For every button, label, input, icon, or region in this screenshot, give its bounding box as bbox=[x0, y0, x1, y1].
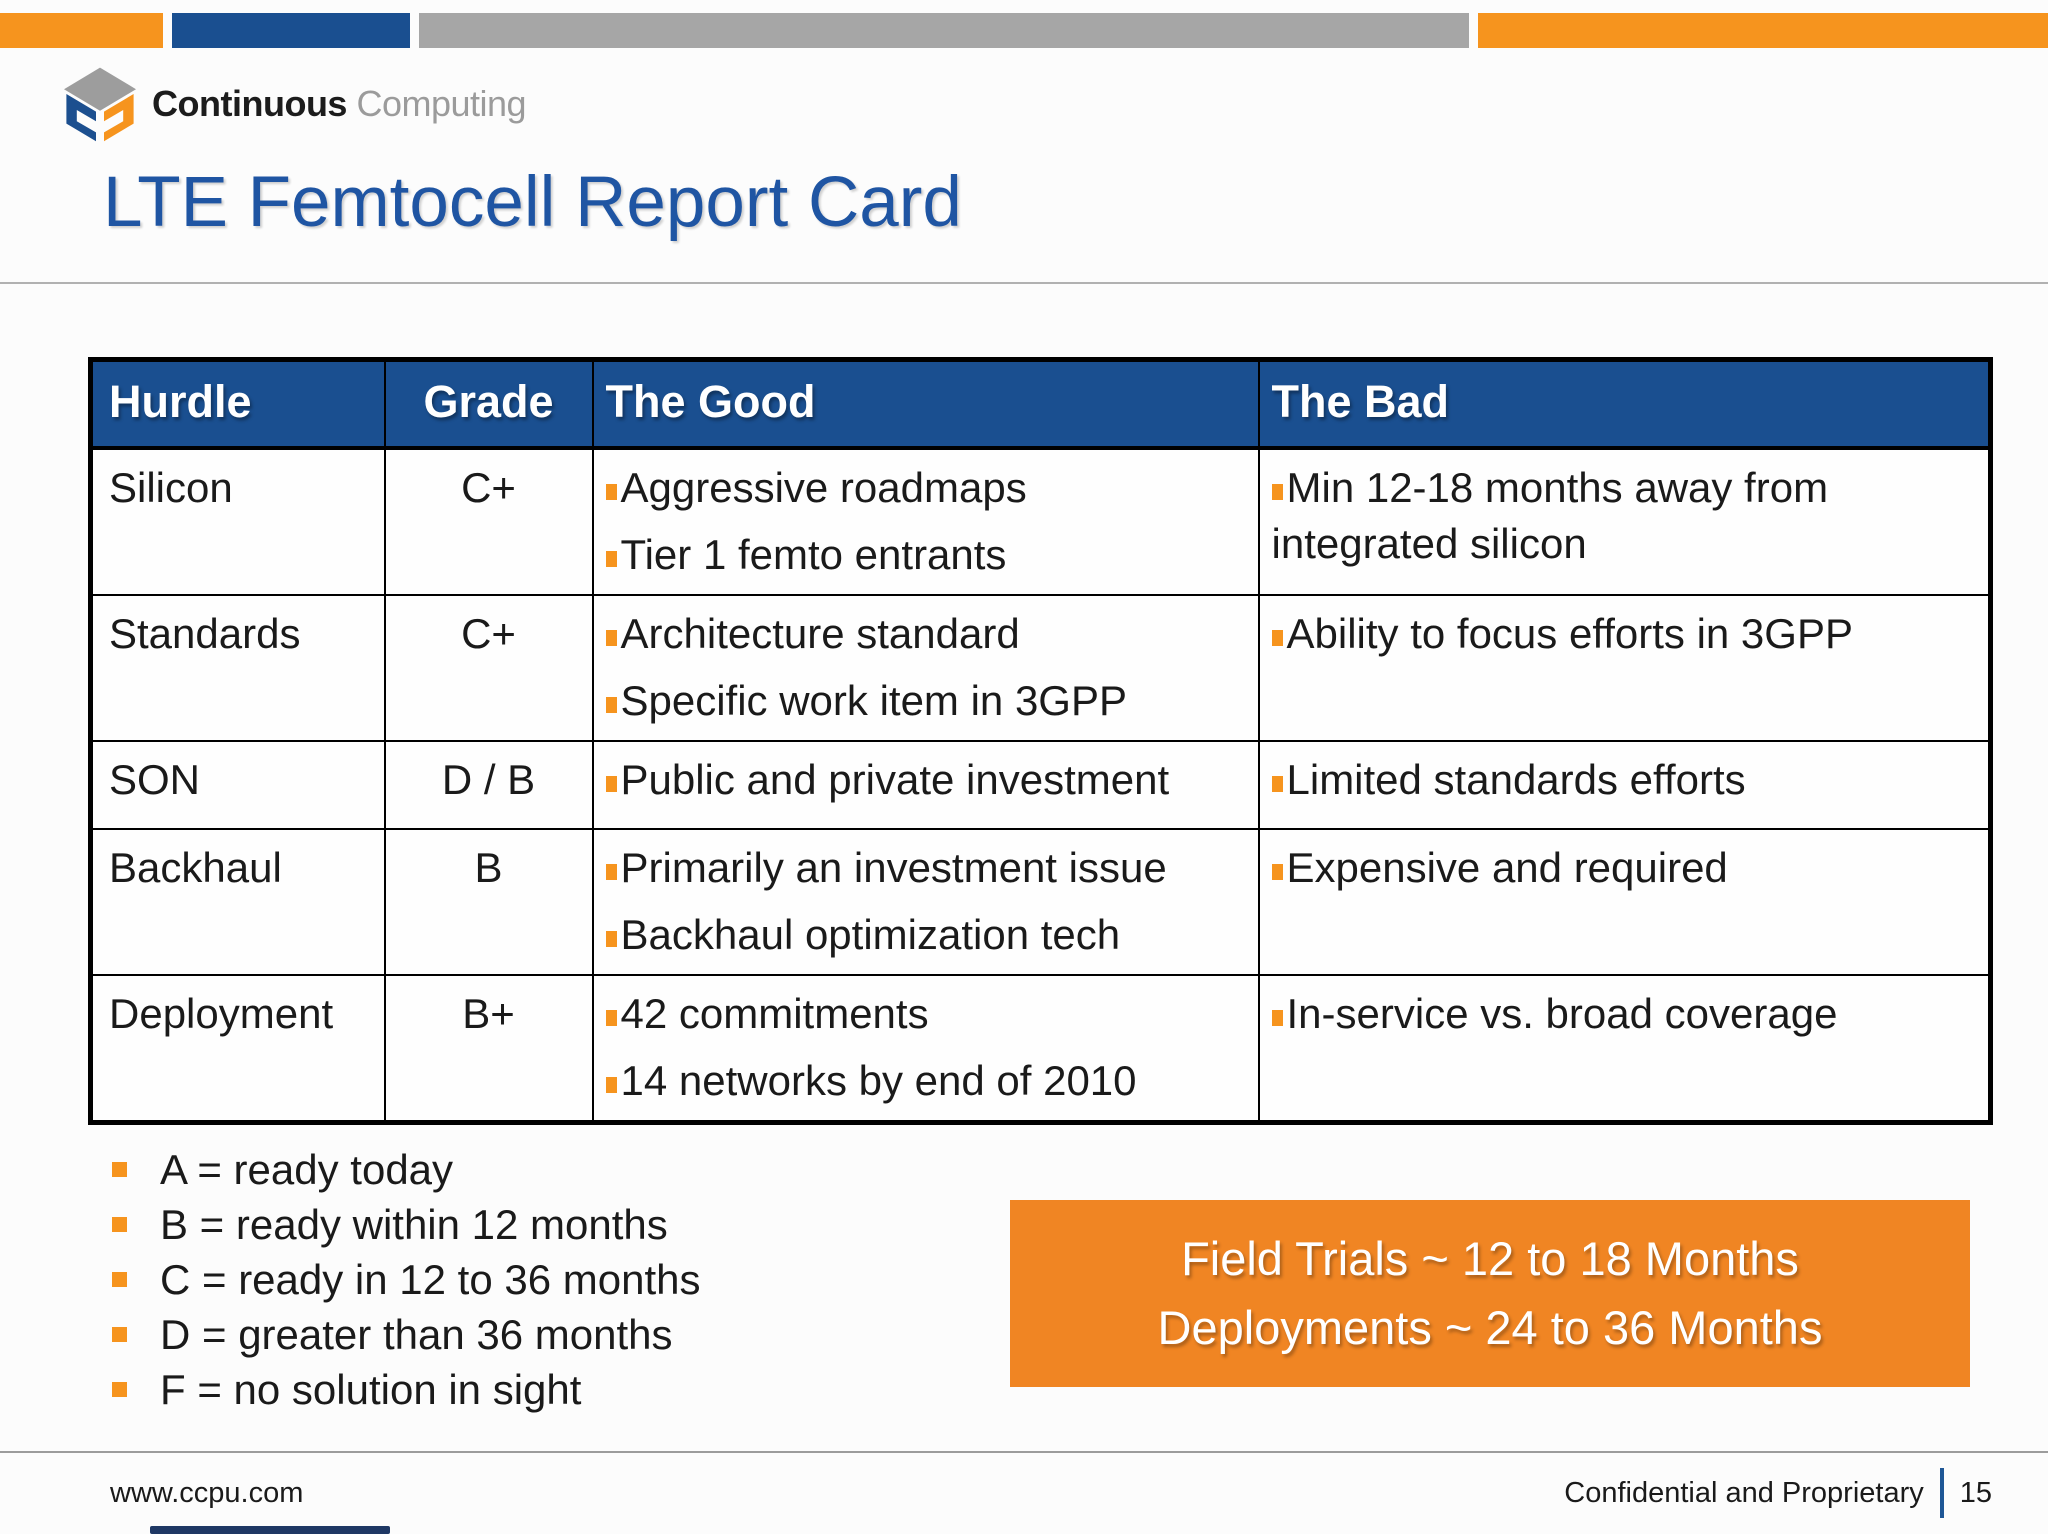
bullet-icon bbox=[1271, 630, 1283, 646]
bullet-icon bbox=[605, 776, 617, 792]
hurdle-label: Silicon bbox=[109, 464, 233, 511]
grade-value: C+ bbox=[461, 464, 516, 511]
bullet-icon bbox=[112, 1272, 127, 1287]
grade-value: C+ bbox=[461, 610, 516, 657]
table-row-silicon: Silicon C+ Aggressive roadmaps Tier 1 fe… bbox=[89, 447, 1992, 596]
bad-item: Min 12-18 months away from integrated si… bbox=[1271, 464, 1829, 567]
company-logo: Continuous Computing bbox=[60, 66, 527, 142]
bad-item: Limited standards efforts bbox=[1271, 752, 1949, 808]
table-row-standards: Standards C+ Architecture standard Speci… bbox=[89, 594, 1992, 742]
title-divider bbox=[0, 282, 2048, 284]
top-bar-orange-right bbox=[1478, 13, 2048, 48]
bullet-icon bbox=[1271, 484, 1283, 500]
page-title: LTE Femtocell Report Card bbox=[103, 163, 962, 242]
bullet-icon bbox=[605, 697, 617, 713]
good-item: 42 commitments bbox=[605, 986, 1258, 1042]
grade-legend: A = ready today B = ready within 12 mont… bbox=[112, 1142, 700, 1417]
column-header-the-bad: The Bad bbox=[1257, 358, 1992, 450]
footer-website: www.ccpu.com bbox=[110, 1476, 304, 1509]
callout-line-deployments: Deployments ~ 24 to 36 Months bbox=[1157, 1300, 1823, 1354]
good-item: Public and private investment bbox=[605, 752, 1258, 808]
footer-divider-line bbox=[0, 1451, 2048, 1453]
legend-item: F = no solution in sight bbox=[112, 1362, 700, 1417]
table-row-backhaul: Backhaul B Primarily an investment issue… bbox=[89, 828, 1992, 976]
bullet-icon bbox=[605, 551, 617, 567]
top-bar-blue bbox=[172, 13, 410, 48]
bullet-icon bbox=[605, 1010, 617, 1026]
good-item: Tier 1 femto entrants bbox=[605, 527, 1258, 583]
timeline-callout: Field Trials ~ 12 to 18 Months Deploymen… bbox=[1010, 1200, 1970, 1387]
top-bar-gray bbox=[419, 13, 1469, 48]
good-item: Backhaul optimization tech bbox=[605, 907, 1258, 963]
good-item: Architecture standard bbox=[605, 606, 1258, 662]
good-item: Specific work item in 3GPP bbox=[605, 673, 1258, 729]
bullet-icon bbox=[112, 1217, 127, 1232]
column-header-the-good: The Good bbox=[591, 358, 1260, 450]
legend-item: A = ready today bbox=[112, 1142, 700, 1197]
bullet-icon bbox=[605, 864, 617, 880]
column-header-hurdle: Hurdle bbox=[89, 358, 386, 450]
hurdle-label: Standards bbox=[109, 610, 301, 657]
brand-bold: Continuous bbox=[152, 83, 347, 124]
bullet-icon bbox=[605, 484, 617, 500]
bullet-icon bbox=[1271, 1010, 1283, 1026]
hurdle-label: Backhaul bbox=[109, 844, 282, 891]
bullet-icon bbox=[605, 1077, 617, 1093]
bottom-edge-bar bbox=[150, 1526, 390, 1534]
bullet-icon bbox=[112, 1382, 127, 1397]
good-item: Aggressive roadmaps bbox=[605, 460, 1258, 516]
bullet-icon bbox=[112, 1162, 127, 1177]
footer-right: Confidential and Proprietary 15 bbox=[1564, 1468, 1992, 1518]
good-item: Primarily an investment issue bbox=[605, 840, 1258, 896]
footer-page-divider bbox=[1939, 1468, 1944, 1518]
good-item: 14 networks by end of 2010 bbox=[605, 1053, 1258, 1109]
top-bar-orange-left bbox=[0, 13, 163, 48]
column-header-grade: Grade bbox=[383, 358, 594, 450]
table-header-row: Hurdle Grade The Good The Bad bbox=[89, 358, 1992, 450]
table-row-deployment: Deployment B+ 42 commitments 14 networks… bbox=[89, 974, 1992, 1124]
callout-line-field-trials: Field Trials ~ 12 to 18 Months bbox=[1181, 1232, 1799, 1286]
grade-value: B+ bbox=[462, 990, 515, 1037]
company-name: Continuous Computing bbox=[152, 83, 527, 125]
bullet-icon bbox=[605, 630, 617, 646]
hurdle-label: SON bbox=[109, 756, 201, 803]
bullet-icon bbox=[112, 1327, 127, 1342]
bad-item: Expensive and required bbox=[1271, 840, 1949, 896]
bullet-icon bbox=[1271, 864, 1283, 880]
brand-light: Computing bbox=[356, 83, 527, 124]
confidential-label: Confidential and Proprietary bbox=[1564, 1476, 1924, 1509]
bullet-icon bbox=[605, 931, 617, 947]
logo-cube-icon bbox=[64, 67, 136, 142]
report-card-table: Hurdle Grade The Good The Bad Silicon C+… bbox=[88, 357, 1993, 1125]
grade-value: B bbox=[474, 844, 503, 891]
bullet-icon bbox=[1271, 776, 1283, 792]
page-number: 15 bbox=[1959, 1476, 1992, 1509]
bad-item: In-service vs. broad coverage bbox=[1271, 986, 1949, 1042]
grade-value: D / B bbox=[441, 756, 536, 803]
hurdle-label: Deployment bbox=[109, 990, 334, 1037]
legend-item: B = ready within 12 months bbox=[112, 1197, 700, 1252]
bad-item: Ability to focus efforts in 3GPP bbox=[1271, 606, 1949, 662]
table-row-son: SON D / B Public and private investment … bbox=[89, 740, 1992, 830]
legend-item: D = greater than 36 months bbox=[112, 1307, 700, 1362]
legend-item: C = ready in 12 to 36 months bbox=[112, 1252, 700, 1307]
